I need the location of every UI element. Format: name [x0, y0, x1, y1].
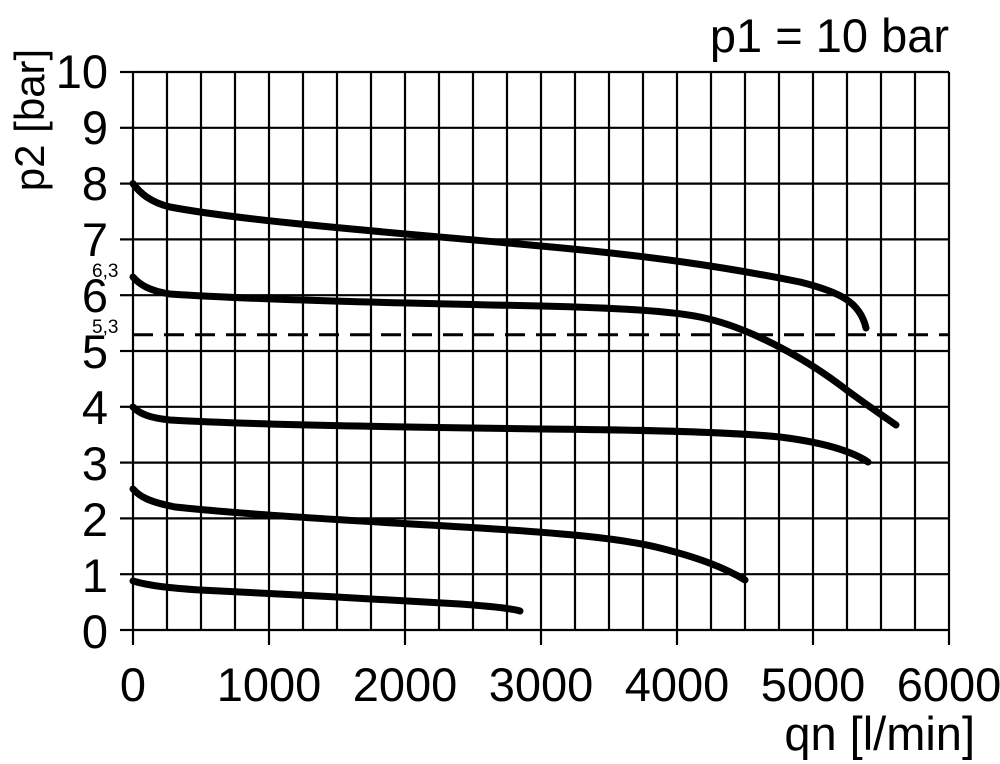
- svg-text:5000: 5000: [761, 658, 866, 711]
- svg-text:8: 8: [82, 157, 108, 210]
- svg-text:6000: 6000: [897, 658, 1000, 711]
- svg-text:4000: 4000: [625, 658, 730, 711]
- svg-text:3000: 3000: [489, 658, 594, 711]
- svg-text:5,3: 5,3: [92, 317, 118, 338]
- svg-text:1: 1: [82, 549, 108, 602]
- svg-text:9: 9: [82, 101, 108, 154]
- svg-text:0: 0: [120, 658, 146, 711]
- svg-text:0: 0: [82, 605, 108, 658]
- svg-text:7: 7: [82, 213, 108, 266]
- svg-text:1000: 1000: [217, 658, 322, 711]
- svg-text:2: 2: [82, 493, 108, 546]
- svg-text:3: 3: [82, 437, 108, 490]
- svg-text:4: 4: [82, 381, 108, 434]
- svg-text:10: 10: [56, 45, 108, 98]
- svg-text:6,3: 6,3: [92, 261, 118, 282]
- svg-text:p2 [bar]: p2 [bar]: [6, 49, 53, 191]
- svg-text:p1 = 10 bar: p1 = 10 bar: [710, 9, 949, 62]
- svg-text:qn [l/min]: qn [l/min]: [784, 707, 975, 760]
- svg-text:2000: 2000: [353, 658, 458, 711]
